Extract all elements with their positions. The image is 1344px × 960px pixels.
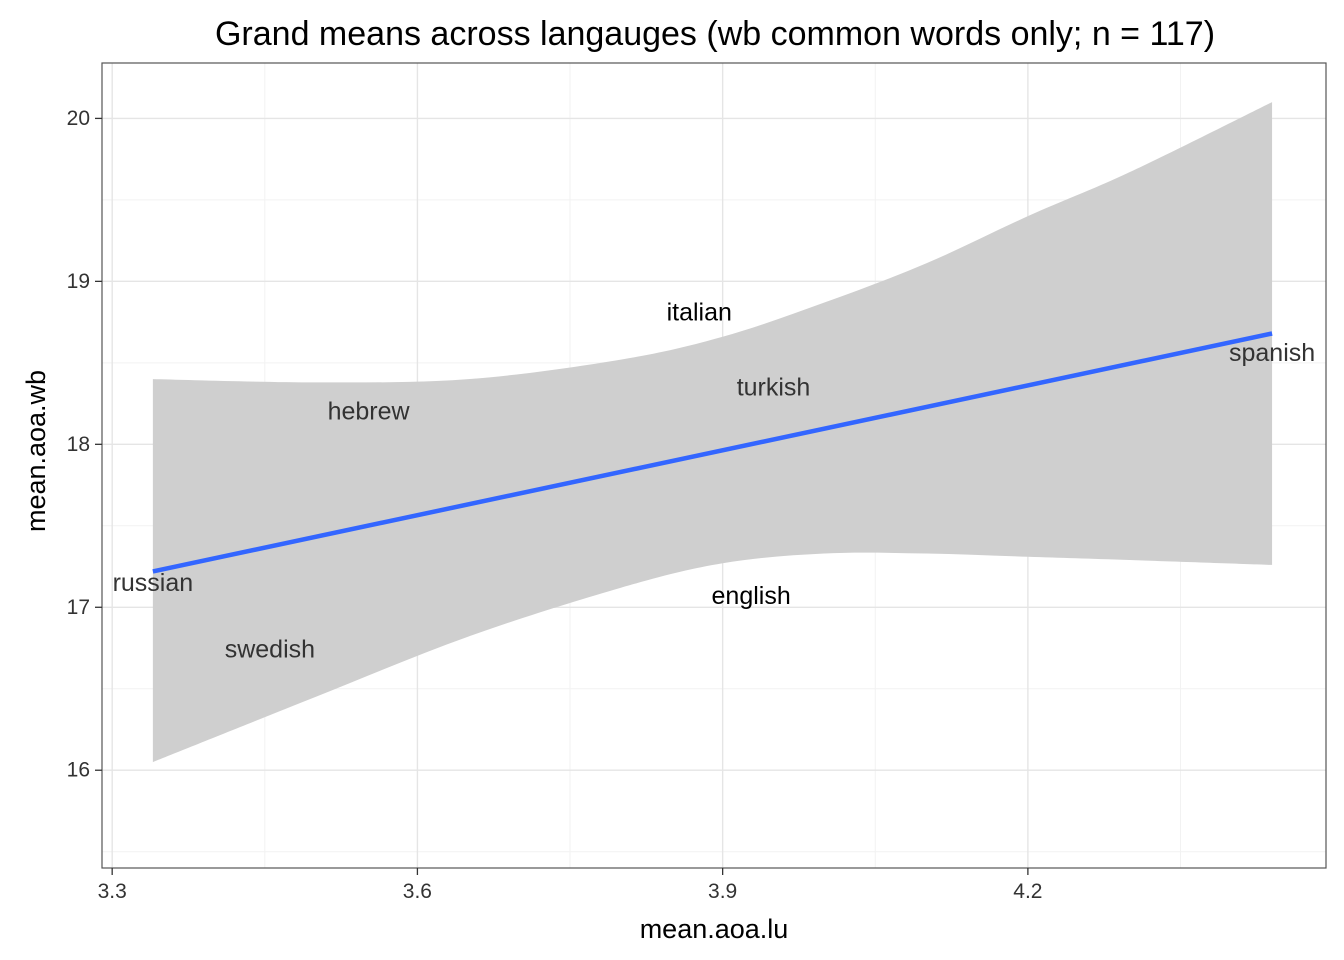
confidence-band <box>152 102 1273 763</box>
y-tick-label: 16 <box>67 759 90 782</box>
chart-title: Grand means across langauges (wb common … <box>215 15 1215 53</box>
x-tick-label: 3.6 <box>403 880 432 903</box>
y-tick-label: 19 <box>67 270 90 293</box>
regression-line <box>152 331 1273 574</box>
y-tick-label: 18 <box>67 433 90 456</box>
y-axis-ticks: 16 17 18 19 20 <box>67 107 102 782</box>
point-label-spanish: spanish <box>1229 339 1315 367</box>
x-tick-label: 3.3 <box>98 880 127 903</box>
point-label-italian: italian <box>667 298 732 326</box>
confidence-band-layer <box>152 102 1273 763</box>
x-axis-ticks: 3.3 3.6 3.9 4.2 <box>98 868 1042 903</box>
point-labels: russian swedish hebrew italian english turkis… <box>113 298 1316 663</box>
point-label-english: english <box>712 582 791 610</box>
point-label-turkish: turkish <box>737 373 811 401</box>
point-label-russian: russian <box>113 569 194 597</box>
y-tick-label: 17 <box>67 596 90 619</box>
panel-border <box>101 62 1327 869</box>
x-axis-title: mean.aoa.lu <box>640 914 789 944</box>
x-tick-label: 3.9 <box>708 880 737 903</box>
y-axis-title: mean.aoa.wb <box>21 370 51 532</box>
x-tick-label: 4.2 <box>1013 880 1042 903</box>
point-label-hebrew: hebrew <box>328 398 411 426</box>
y-tick-label: 20 <box>67 107 90 130</box>
point-label-swedish: swedish <box>225 636 315 664</box>
fit-line-layer <box>152 331 1273 574</box>
